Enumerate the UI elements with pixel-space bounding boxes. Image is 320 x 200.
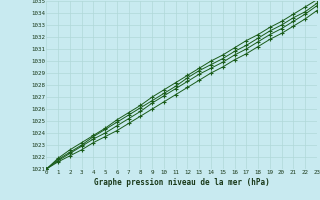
X-axis label: Graphe pression niveau de la mer (hPa): Graphe pression niveau de la mer (hPa) bbox=[94, 178, 269, 187]
